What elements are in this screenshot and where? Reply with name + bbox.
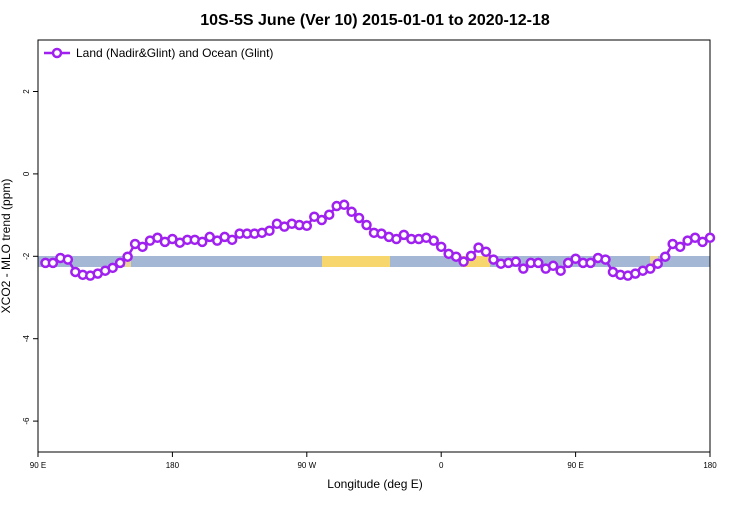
x-axis-label: Longitude (deg E) — [327, 477, 422, 491]
data-point — [555, 265, 566, 276]
data-point — [301, 220, 313, 232]
data-point — [652, 258, 663, 269]
data-point — [659, 251, 671, 262]
y-tick-label: 0 — [22, 171, 31, 176]
data-point — [428, 235, 439, 246]
y-tick-label: -4 — [22, 335, 31, 343]
data-point — [47, 257, 59, 269]
data-point — [570, 253, 581, 265]
data-point — [697, 236, 708, 248]
data-point — [585, 257, 596, 269]
data-point — [197, 236, 208, 248]
data-point — [62, 254, 74, 265]
data-point — [518, 263, 529, 274]
x-tick-label: 180 — [166, 461, 180, 470]
data-point — [361, 219, 372, 231]
data-point — [122, 251, 133, 262]
data-point — [450, 251, 462, 262]
data-point — [137, 241, 148, 253]
data-point — [704, 232, 716, 244]
data-point — [338, 199, 350, 211]
data-point — [533, 257, 544, 269]
data-point — [562, 257, 574, 269]
data-point — [480, 246, 492, 258]
data-point — [645, 263, 656, 274]
data-point — [346, 206, 357, 218]
y-axis-label: XCO2 - MLO trend (ppm) — [0, 179, 13, 314]
data-point — [226, 234, 238, 246]
data-point — [473, 242, 484, 253]
data-point — [600, 254, 611, 265]
data-point — [488, 254, 499, 265]
y-tick-label: -2 — [22, 252, 31, 260]
data-point — [353, 212, 365, 224]
land-band — [462, 256, 490, 267]
data-point — [547, 260, 559, 272]
chart-title: 10S-5S June (Ver 10) 2015-01-01 to 2020-… — [200, 12, 550, 29]
data-point — [391, 233, 402, 245]
data-point — [674, 241, 686, 253]
data-point — [510, 256, 522, 267]
data-point — [323, 209, 335, 220]
y-tick-label: 2 — [22, 89, 31, 94]
data-point — [458, 256, 469, 267]
data-point — [264, 225, 275, 237]
y-tick-label: -6 — [22, 417, 31, 425]
legend-marker — [51, 47, 63, 59]
data-point — [152, 232, 163, 244]
x-tick-label: 180 — [703, 461, 717, 470]
plot-frame — [37, 39, 711, 453]
data-point — [398, 229, 410, 241]
data-point — [465, 250, 477, 262]
data-point — [107, 262, 118, 274]
x-tick-label: 90 E — [30, 461, 46, 470]
x-tick-label: 90 E — [567, 461, 583, 470]
land-band — [322, 256, 390, 267]
data-point — [435, 241, 447, 253]
x-tick-label: 90 W — [297, 461, 316, 470]
data-point — [316, 214, 327, 226]
legend-label: Land (Nadir&Glint) and Ocean (Glint) — [76, 46, 273, 60]
data-point — [689, 232, 701, 244]
x-tick-label: 0 — [439, 461, 444, 470]
data-point — [114, 257, 126, 269]
